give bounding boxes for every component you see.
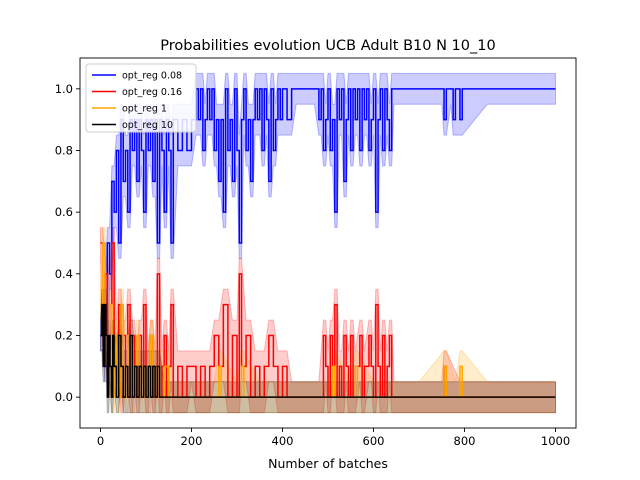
y-tick-label: 0.4 — [55, 267, 73, 281]
x-tick-label: 0 — [97, 434, 104, 448]
x-axis-ticks: 0 200 400 600 800 1000 — [97, 428, 570, 448]
y-tick-label: 0.8 — [55, 144, 73, 158]
y-tick-label: 0.0 — [55, 390, 73, 404]
legend-label: opt_reg 0.16 — [122, 87, 182, 98]
y-axis-ticks: 0.0 0.2 0.4 0.6 0.8 1.0 — [55, 82, 80, 404]
confidence-band-2 — [99, 227, 557, 414]
legend-label: opt_reg 0.08 — [122, 71, 182, 82]
legend-label: opt_reg 1 — [122, 104, 167, 115]
y-tick-label: 1.0 — [55, 82, 73, 96]
y-tick-label: 0.2 — [55, 329, 73, 343]
x-tick-label: 1000 — [541, 434, 570, 448]
legend: opt_reg 0.08 opt_reg 0.16 opt_reg 1 opt_reg… — [85, 63, 197, 133]
axes-frame — [79, 57, 577, 429]
legend-label: opt_reg 10 — [122, 120, 173, 131]
x-tick-label: 400 — [272, 434, 294, 448]
chart-title: Probabilities evolution UCB Adult B10 N … — [160, 38, 495, 54]
x-tick-label: 600 — [363, 434, 385, 448]
legend-box — [85, 63, 197, 133]
y-tick-label: 0.6 — [55, 205, 73, 219]
x-tick-label: 800 — [454, 434, 476, 448]
x-axis-label: Number of batches — [268, 456, 388, 471]
series-line-3 — [100, 303, 556, 398]
x-tick-label: 200 — [181, 434, 203, 448]
